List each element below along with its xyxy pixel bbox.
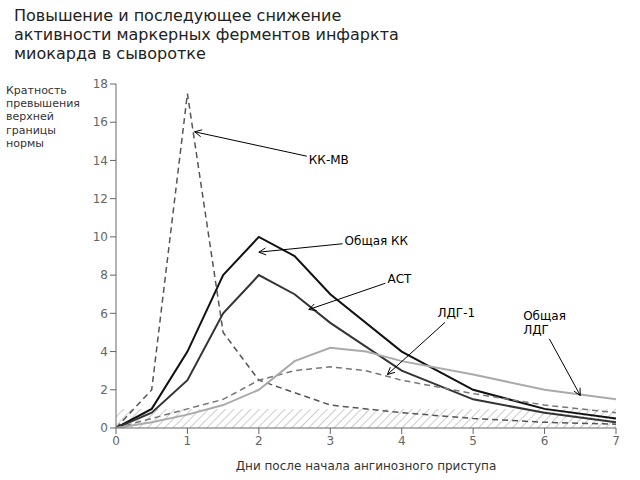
svg-text:16: 16 [93,115,108,129]
svg-text:АСТ: АСТ [387,272,412,286]
html-text:Повышение и последующее снижен: Повышение и последующее снижение активно… [14,6,399,64]
html-text:Кратность превышения верхней г: Кратность превышения верхней границы нор… [6,84,80,150]
svg-text:Общая КК: Общая КК [345,234,409,248]
svg-text:12: 12 [93,192,108,206]
svg-text:КК-МВ: КК-МВ [309,153,349,167]
svg-text:4: 4 [398,434,406,448]
svg-text:1: 1 [184,434,192,448]
svg-text:5: 5 [469,434,477,448]
svg-text:2: 2 [255,434,263,448]
svg-text:3: 3 [326,434,334,448]
svg-text:18: 18 [93,77,108,91]
svg-text:10: 10 [93,230,108,244]
svg-text:ЛДГ-1: ЛДГ-1 [437,306,475,320]
svg-text:Дни после начала ангинозного п: Дни после начала ангинозного приступа [236,459,497,473]
svg-text:14: 14 [93,154,108,168]
svg-text:0: 0 [112,434,120,448]
svg-text:ОбщаяЛДГ: ОбщаяЛДГ [523,309,566,337]
svg-text:8: 8 [100,268,108,282]
svg-text:6: 6 [100,307,108,321]
svg-text:7: 7 [612,434,620,448]
svg-text:2: 2 [100,383,108,397]
svg-text:6: 6 [541,434,549,448]
svg-text:4: 4 [100,345,108,359]
svg-text:0: 0 [100,421,108,435]
